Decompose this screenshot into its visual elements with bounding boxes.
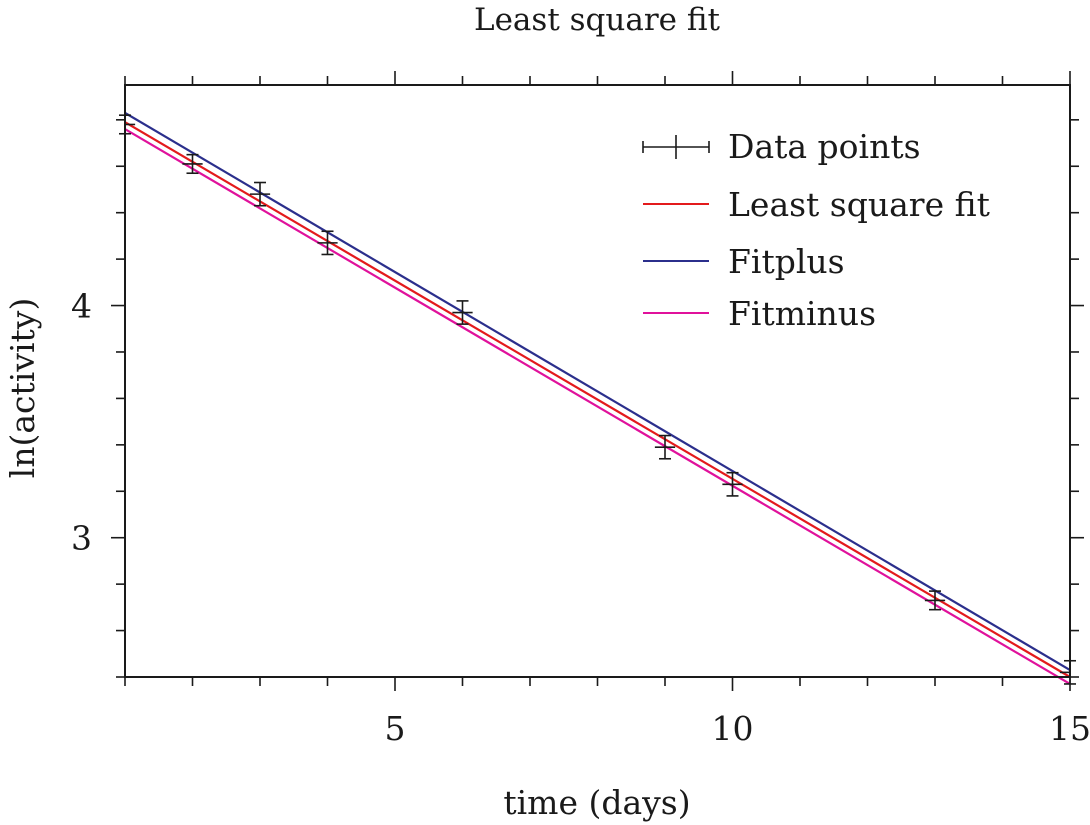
x-tick-label: 10 (712, 709, 754, 748)
y-tick-label: 4 (71, 287, 92, 326)
legend-label-least-square-fit: Least square fit (728, 185, 990, 224)
x-tick-label: 15 (1049, 709, 1090, 748)
tick-labels: 5 10 15 3 4 (71, 287, 1090, 748)
legend-item-fitplus: Fitplus (643, 242, 845, 281)
axis-ticks (111, 71, 1084, 691)
data-point (654, 434, 676, 460)
legend-label-fitplus: Fitplus (728, 242, 845, 281)
legend-item-fitminus: Fitminus (643, 294, 876, 333)
data-point (249, 181, 271, 207)
data-point (924, 590, 946, 611)
series-line-least-square-fit (124, 121, 1071, 678)
legend: Data points Least square fit Fitplus Fit… (642, 127, 990, 333)
legend-item-data-points: Data points (642, 127, 921, 166)
x-axis-label: time (days) (503, 783, 690, 822)
legend-item-least-square-fit: Least square fit (643, 185, 990, 224)
x-tick-label: 5 (385, 709, 406, 748)
legend-label-data-points: Data points (728, 127, 921, 166)
series-line-fitplus (124, 111, 1071, 671)
series-lines (124, 111, 1071, 685)
data-points (119, 114, 1076, 685)
chart-title: Least square fit (474, 2, 721, 38)
y-tick-label: 3 (71, 519, 92, 558)
legend-label-fitminus: Fitminus (728, 294, 876, 333)
data-point (182, 153, 203, 175)
data-point (722, 471, 743, 497)
data-point (317, 230, 338, 256)
series-line-fitminus (124, 128, 1071, 685)
plot-frame (124, 84, 1071, 678)
data-point (452, 300, 473, 325)
y-axis-label: ln(activity) (3, 298, 42, 479)
